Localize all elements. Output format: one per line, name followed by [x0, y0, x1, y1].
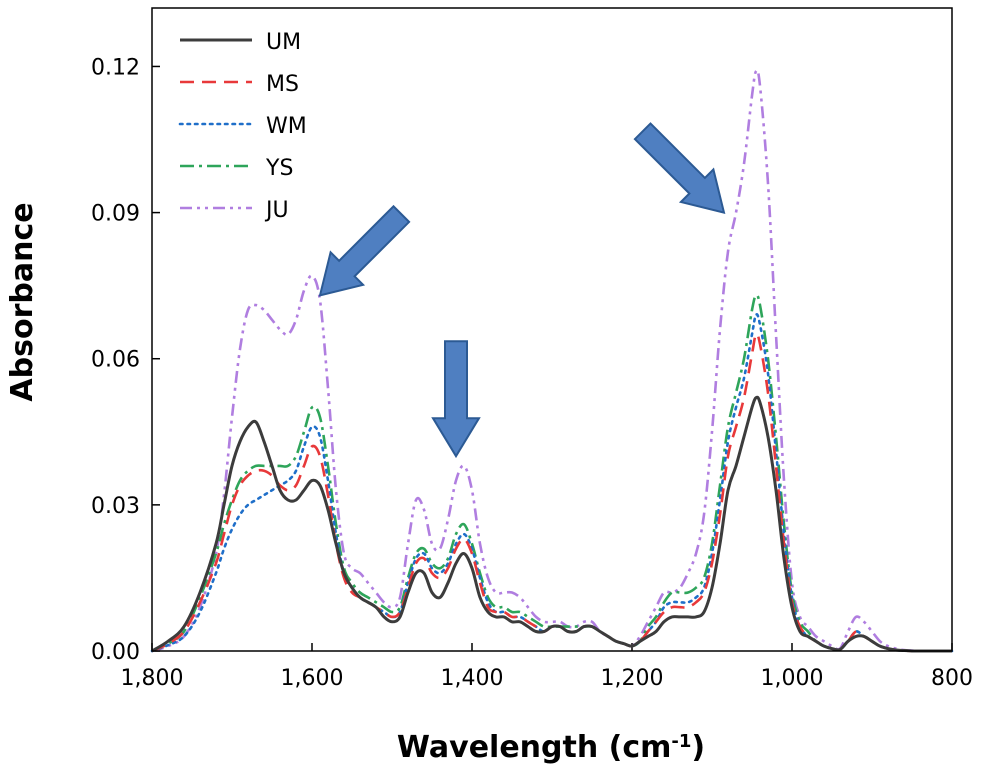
annotation-arrow-1 — [318, 204, 411, 297]
annotation-arrow-2 — [431, 340, 481, 459]
series-layer — [150, 68, 954, 653]
x-tick-label: 1,800 — [121, 666, 184, 691]
y-tick-label: 0.12 — [91, 55, 140, 80]
x-axis-title: Wavelength (cm-1) — [397, 730, 705, 765]
legend-label-ju: JU — [264, 198, 289, 223]
legend-label-ms: MS — [266, 72, 299, 97]
legend-label-ys: YS — [265, 156, 293, 181]
ticks-layer: 0.00 0.03 0.06 0.09 0.12 1,800 1,600 1,400 1,200… — [91, 55, 973, 691]
legend: UM MS WM YS JU — [178, 30, 307, 223]
x-tick-label: 1,000 — [761, 666, 824, 691]
x-axis-title-close: ) — [691, 730, 705, 765]
legend-label-um: UM — [266, 30, 301, 55]
annotation-arrows — [318, 122, 726, 459]
x-axis-title-superscript: -1 — [671, 731, 691, 752]
y-tick-label: 0.00 — [91, 640, 140, 665]
legend-label-wm: WM — [266, 114, 307, 139]
x-tick-label: 1,600 — [281, 666, 344, 691]
x-tick-label: 1,400 — [441, 666, 504, 691]
series-line-um — [151, 395, 952, 653]
plot-frame — [151, 7, 953, 652]
y-tick-label: 0.03 — [91, 494, 140, 519]
annotation-arrow-3 — [633, 122, 726, 214]
y-tick-label: 0.06 — [91, 348, 140, 373]
x-tick-label: 1,200 — [601, 666, 664, 691]
x-axis-title-main: Wavelength (cm — [397, 730, 672, 765]
x-tick-label: 800 — [931, 666, 973, 691]
y-tick-label: 0.09 — [91, 202, 140, 227]
y-axis-title: Absorbance — [5, 202, 40, 401]
